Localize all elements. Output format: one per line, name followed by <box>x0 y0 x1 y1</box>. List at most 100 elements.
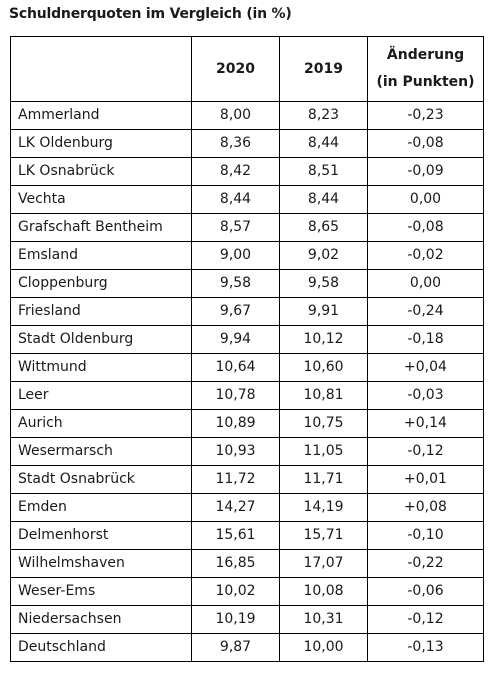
change-cell: +0,01 <box>367 465 484 494</box>
value-2019-cell: 11,05 <box>279 437 368 466</box>
value-2019-cell: 8,44 <box>279 185 368 214</box>
table-row: Vechta 8,44 8,44 0,00 <box>10 185 484 214</box>
value-2020-cell: 14,27 <box>191 493 280 522</box>
page-title: Schuldnerquoten im Vergleich (in %) <box>9 6 292 22</box>
header-change-line2: (in Punkten) <box>376 74 475 90</box>
value-2019-cell: 8,51 <box>279 157 368 186</box>
table-row: Ammerland 8,00 8,23 -0,23 <box>10 101 484 130</box>
value-2020-cell: 9,87 <box>191 633 280 662</box>
table-row: LK Oldenburg 8,36 8,44 -0,08 <box>10 129 484 158</box>
header-2019: 2019 <box>279 36 368 102</box>
region-cell: Wesermarsch <box>10 437 192 466</box>
value-2020-cell: 10,93 <box>191 437 280 466</box>
table-row: Stadt Oldenburg 9,94 10,12 -0,18 <box>10 325 484 354</box>
value-2019-cell: 10,12 <box>279 325 368 354</box>
value-2019-cell: 11,71 <box>279 465 368 494</box>
change-cell: -0,13 <box>367 633 484 662</box>
value-2020-cell: 9,67 <box>191 297 280 326</box>
change-cell: -0,24 <box>367 297 484 326</box>
value-2020-cell: 8,00 <box>191 101 280 130</box>
table-row: Aurich 10,89 10,75 +0,14 <box>10 409 484 438</box>
region-cell: Niedersachsen <box>10 605 192 634</box>
region-cell: Deutschland <box>10 633 192 662</box>
region-cell: Weser-Ems <box>10 577 192 606</box>
value-2019-cell: 10,60 <box>279 353 368 382</box>
table-row: Grafschaft Bentheim 8,57 8,65 -0,08 <box>10 213 484 242</box>
change-cell: -0,12 <box>367 605 484 634</box>
region-cell: Cloppenburg <box>10 269 192 298</box>
table-row: Weser-Ems 10,02 10,08 -0,06 <box>10 577 484 606</box>
table-row: Emden 14,27 14,19 +0,08 <box>10 493 484 522</box>
value-2020-cell: 8,57 <box>191 213 280 242</box>
table-row: Cloppenburg 9,58 9,58 0,00 <box>10 269 484 298</box>
header-2020: 2020 <box>191 36 280 102</box>
change-cell: -0,09 <box>367 157 484 186</box>
change-cell: +0,14 <box>367 409 484 438</box>
region-cell: Emden <box>10 493 192 522</box>
table-row: LK Osnabrück 8,42 8,51 -0,09 <box>10 157 484 186</box>
region-cell: Delmenhorst <box>10 521 192 550</box>
value-2020-cell: 10,64 <box>191 353 280 382</box>
value-2019-cell: 14,19 <box>279 493 368 522</box>
change-cell: -0,08 <box>367 213 484 242</box>
table-row: Deutschland 9,87 10,00 -0,13 <box>10 633 484 662</box>
value-2019-cell: 9,58 <box>279 269 368 298</box>
value-2019-cell: 15,71 <box>279 521 368 550</box>
header-region <box>10 36 192 102</box>
change-cell: 0,00 <box>367 185 484 214</box>
change-cell: -0,02 <box>367 241 484 270</box>
region-cell: Vechta <box>10 185 192 214</box>
value-2019-cell: 8,23 <box>279 101 368 130</box>
value-2020-cell: 9,58 <box>191 269 280 298</box>
change-cell: -0,10 <box>367 521 484 550</box>
table-row: Wittmund 10,64 10,60 +0,04 <box>10 353 484 382</box>
change-cell: 0,00 <box>367 269 484 298</box>
change-cell: -0,22 <box>367 549 484 578</box>
table-row: Delmenhorst 15,61 15,71 -0,10 <box>10 521 484 550</box>
region-cell: Wittmund <box>10 353 192 382</box>
value-2019-cell: 10,75 <box>279 409 368 438</box>
change-cell: -0,06 <box>367 577 484 606</box>
value-2019-cell: 9,02 <box>279 241 368 270</box>
table-row: Emsland 9,00 9,02 -0,02 <box>10 241 484 270</box>
change-cell: -0,23 <box>367 101 484 130</box>
header-change: Änderung (in Punkten) <box>367 36 484 102</box>
change-cell: -0,08 <box>367 129 484 158</box>
value-2019-cell: 8,65 <box>279 213 368 242</box>
value-2020-cell: 10,02 <box>191 577 280 606</box>
region-cell: Emsland <box>10 241 192 270</box>
region-cell: LK Oldenburg <box>10 129 192 158</box>
region-cell: Friesland <box>10 297 192 326</box>
value-2019-cell: 9,91 <box>279 297 368 326</box>
value-2019-cell: 10,31 <box>279 605 368 634</box>
change-cell: -0,12 <box>367 437 484 466</box>
table-body: Ammerland 8,00 8,23 -0,23 LK Oldenburg 8,36 8,… <box>10 101 484 662</box>
value-2020-cell: 9,94 <box>191 325 280 354</box>
table-row: Wesermarsch 10,93 11,05 -0,12 <box>10 437 484 466</box>
region-cell: Aurich <box>10 409 192 438</box>
table-row: Niedersachsen 10,19 10,31 -0,12 <box>10 605 484 634</box>
header-row: 2020 2019 Änderung (in Punkten) <box>10 36 484 102</box>
value-2019-cell: 17,07 <box>279 549 368 578</box>
region-cell: Stadt Oldenburg <box>10 325 192 354</box>
value-2020-cell: 10,89 <box>191 409 280 438</box>
change-cell: +0,08 <box>367 493 484 522</box>
value-2020-cell: 8,44 <box>191 185 280 214</box>
region-cell: Stadt Osnabrück <box>10 465 192 494</box>
header-change-line1: Änderung <box>386 47 465 63</box>
region-cell: Leer <box>10 381 192 410</box>
change-cell: -0,03 <box>367 381 484 410</box>
change-cell: +0,04 <box>367 353 484 382</box>
value-2020-cell: 11,72 <box>191 465 280 494</box>
value-2020-cell: 16,85 <box>191 549 280 578</box>
table-row: Leer 10,78 10,81 -0,03 <box>10 381 484 410</box>
table-row: Wilhelmshaven 16,85 17,07 -0,22 <box>10 549 484 578</box>
value-2020-cell: 15,61 <box>191 521 280 550</box>
value-2020-cell: 9,00 <box>191 241 280 270</box>
value-2020-cell: 10,78 <box>191 381 280 410</box>
value-2020-cell: 8,36 <box>191 129 280 158</box>
table-row: Friesland 9,67 9,91 -0,24 <box>10 297 484 326</box>
value-2020-cell: 10,19 <box>191 605 280 634</box>
region-cell: Wilhelmshaven <box>10 549 192 578</box>
